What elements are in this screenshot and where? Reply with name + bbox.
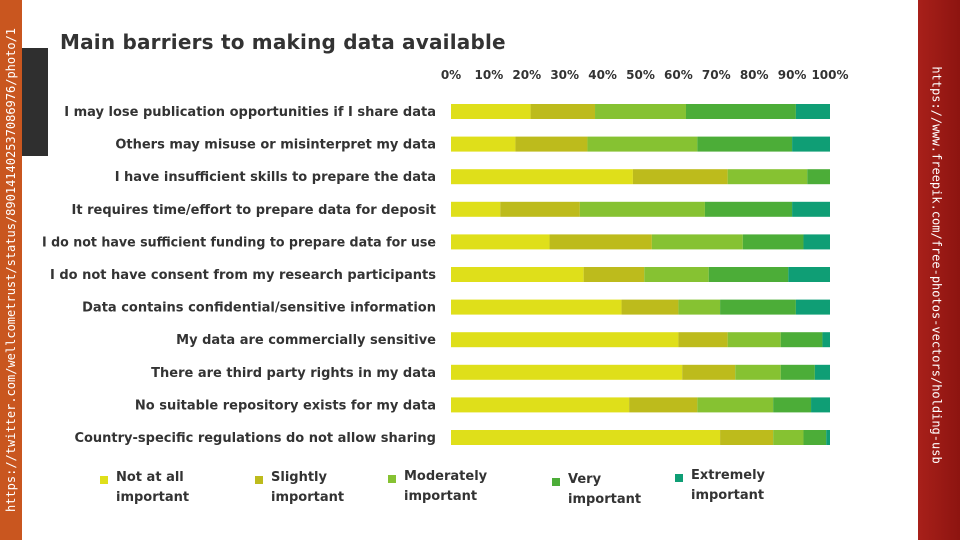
bar-segment bbox=[792, 136, 830, 152]
bar-segment bbox=[720, 430, 774, 445]
legend-swatch bbox=[552, 478, 560, 486]
legend-item: Extremely important bbox=[675, 466, 781, 506]
chart-title: Main barriers to making data available bbox=[60, 30, 506, 54]
bar-segment bbox=[451, 397, 630, 413]
bar-segment bbox=[515, 136, 588, 152]
bar-segment bbox=[742, 234, 804, 250]
bar-segment bbox=[451, 104, 531, 119]
bar-segment bbox=[807, 169, 830, 185]
bar-segment bbox=[595, 104, 686, 119]
bar-segment bbox=[773, 397, 812, 413]
bar-segment bbox=[697, 397, 774, 413]
bar-segment bbox=[451, 201, 501, 217]
bar-segment bbox=[792, 201, 830, 217]
category-label: It requires time/effort to prepare data … bbox=[72, 203, 436, 218]
bar-segment bbox=[632, 169, 728, 185]
bar-segment bbox=[583, 267, 645, 282]
bar-segment bbox=[644, 267, 709, 282]
bar-segment bbox=[780, 332, 823, 348]
legend-label: Slightly important bbox=[271, 470, 345, 505]
bar-segment bbox=[451, 267, 584, 282]
bar-segment bbox=[826, 430, 830, 445]
bar-segment bbox=[727, 169, 808, 185]
bar-segment bbox=[451, 430, 721, 445]
legend-label: Extremely important bbox=[691, 468, 766, 503]
x-tick-label: 10% bbox=[475, 68, 504, 82]
category-label: My data are commercially sensitive bbox=[176, 333, 436, 348]
bar-segment bbox=[651, 234, 743, 250]
left-decorative-strip bbox=[0, 0, 22, 540]
bar-segment bbox=[685, 104, 796, 119]
bar-segment bbox=[773, 430, 804, 445]
legend-swatch bbox=[100, 476, 108, 484]
bar-segment bbox=[803, 234, 830, 250]
x-tick-label: 100% bbox=[811, 68, 848, 82]
bar-segment bbox=[451, 136, 516, 152]
legend-swatch bbox=[388, 475, 396, 483]
bar-segment bbox=[697, 136, 793, 152]
legend-item: Very important bbox=[552, 470, 658, 510]
x-tick-label: 20% bbox=[512, 68, 541, 82]
bar-segment bbox=[451, 299, 622, 315]
bar-segment bbox=[727, 332, 781, 348]
x-tick-label: 50% bbox=[626, 68, 655, 82]
bar-segment bbox=[788, 267, 830, 282]
bar-segment bbox=[720, 299, 796, 315]
bar-segment bbox=[795, 299, 830, 315]
bar-segment bbox=[803, 430, 827, 445]
right-decorative-strip bbox=[918, 0, 960, 540]
bar-segment bbox=[587, 136, 698, 152]
category-label: Data contains confidential/sensitive inf… bbox=[82, 301, 436, 316]
category-label: I may lose publication opportunities if … bbox=[64, 105, 436, 120]
category-label: No suitable repository exists for my dat… bbox=[135, 398, 436, 413]
category-label: Others may misuse or misinterpret my dat… bbox=[115, 138, 436, 153]
x-tick-label: 80% bbox=[740, 68, 769, 82]
bar-segment bbox=[708, 267, 789, 282]
legend-label: Moderately important bbox=[404, 469, 488, 504]
bar-segment bbox=[621, 299, 679, 315]
left-dark-tab bbox=[22, 48, 48, 156]
bar-segment bbox=[704, 201, 793, 217]
bar-segment bbox=[814, 364, 830, 380]
x-tick-label: 90% bbox=[778, 68, 807, 82]
x-tick-label: 60% bbox=[664, 68, 693, 82]
x-tick-label: 0% bbox=[441, 68, 461, 82]
bar-segment bbox=[822, 332, 830, 348]
bar-segment bbox=[678, 299, 721, 315]
bar-segment bbox=[451, 364, 683, 380]
bar-segment bbox=[451, 332, 679, 348]
category-label: There are third party rights in my data bbox=[151, 366, 436, 381]
legend-label: Not at all important bbox=[116, 470, 190, 505]
bar-segment bbox=[549, 234, 652, 250]
bar-segment bbox=[579, 201, 705, 217]
bar-segment bbox=[451, 169, 633, 185]
x-tick-label: 70% bbox=[702, 68, 731, 82]
legend-swatch bbox=[255, 476, 263, 484]
bar-segment bbox=[500, 201, 580, 217]
x-tick-label: 30% bbox=[550, 68, 579, 82]
bar-segment bbox=[678, 332, 728, 348]
bar-segment bbox=[811, 397, 830, 413]
bar-segment bbox=[795, 104, 830, 119]
category-label: Country-specific regulations do not allo… bbox=[74, 431, 436, 446]
legend-swatch bbox=[675, 474, 683, 482]
bar-segment bbox=[629, 397, 698, 413]
x-tick-label: 40% bbox=[588, 68, 617, 82]
bar-segment bbox=[682, 364, 736, 380]
legend-item: Slightly important bbox=[255, 468, 361, 508]
legend-label: Very important bbox=[568, 472, 642, 507]
bar-segment bbox=[735, 364, 781, 380]
legend-item: Moderately important bbox=[388, 467, 494, 507]
category-label: I do not have consent from my research p… bbox=[50, 268, 436, 283]
bar-segment bbox=[780, 364, 815, 380]
bar-segment bbox=[530, 104, 596, 119]
category-label: I have insufficient skills to prepare th… bbox=[115, 170, 436, 185]
legend-item: Not at all important bbox=[100, 468, 206, 508]
category-label: I do not have sufficient funding to prep… bbox=[42, 235, 436, 250]
bar-segment bbox=[451, 234, 550, 250]
